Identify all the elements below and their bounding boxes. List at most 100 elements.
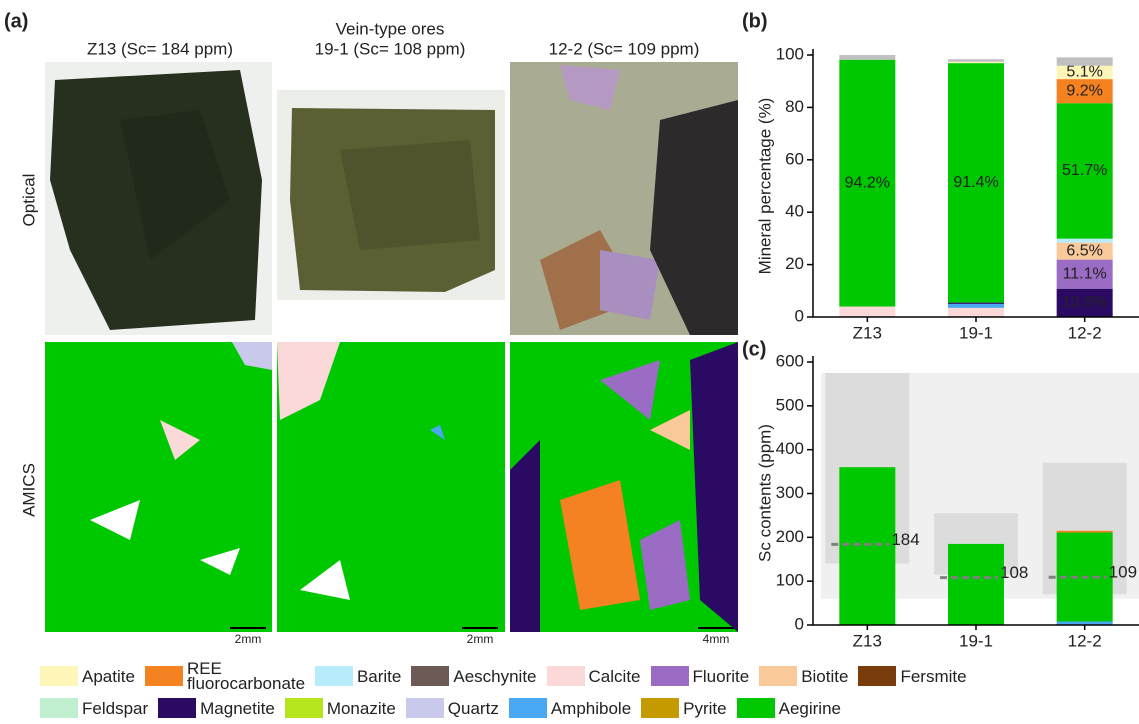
y-tick-label: 600 bbox=[776, 351, 804, 370]
legend-swatch bbox=[406, 698, 444, 718]
legend-item: Amphibole bbox=[509, 698, 631, 718]
y-tick-label: 80 bbox=[785, 97, 804, 116]
legend-label: Calcite bbox=[589, 669, 641, 684]
row-label: AMICS bbox=[19, 463, 38, 517]
x-tick-label: 19-1 bbox=[959, 631, 993, 650]
bar-segment bbox=[839, 307, 895, 317]
group-title: Vein-type ores bbox=[336, 19, 445, 38]
y-axis-label: Mineral percentage (%) bbox=[755, 98, 774, 275]
bar-segment bbox=[1057, 239, 1113, 243]
bar-segment bbox=[948, 308, 1004, 317]
figure: (a) Vein-type ores Z13 (Sc= 184 ppm) 19-… bbox=[0, 0, 1139, 720]
y-tick-label: 100 bbox=[776, 44, 804, 63]
bar-segment bbox=[948, 59, 1004, 62]
y-tick-label: 200 bbox=[776, 527, 804, 546]
legend-swatch bbox=[315, 666, 353, 686]
row-label: Optical bbox=[19, 174, 38, 227]
bar-segment bbox=[948, 544, 1004, 625]
legend-label: Aeschynite bbox=[453, 669, 536, 684]
legend-item: Biotite bbox=[759, 666, 848, 686]
legend-swatch bbox=[40, 698, 78, 718]
x-tick-label: 12-2 bbox=[1068, 323, 1102, 342]
reference-label: 108 bbox=[1000, 563, 1028, 582]
x-tick-label: 12-2 bbox=[1068, 631, 1102, 650]
bar-segment bbox=[948, 303, 1004, 304]
legend-swatch bbox=[737, 698, 775, 718]
value-label: 10.8% bbox=[1062, 294, 1107, 311]
legend-item: Aegirine bbox=[737, 698, 841, 718]
legend-label: Barite bbox=[357, 669, 401, 684]
legend-item: Fluorite bbox=[651, 666, 750, 686]
scale-bar-label: 2mm bbox=[467, 632, 494, 646]
amics-map bbox=[45, 342, 272, 632]
y-tick-label: 500 bbox=[776, 395, 804, 414]
x-tick-label: Z13 bbox=[853, 323, 882, 342]
legend-item: Barite bbox=[315, 666, 401, 686]
bar-segment bbox=[1057, 531, 1113, 533]
legend-row: Apatite REE fluorocarbonate Barite Aeschyni… bbox=[40, 660, 1130, 692]
legend-item: Quartz bbox=[406, 698, 499, 718]
legend-label: Pyrite bbox=[683, 701, 726, 716]
legend-swatch bbox=[145, 666, 183, 686]
legend-label: Monazite bbox=[327, 701, 396, 716]
legend-item: Apatite bbox=[40, 666, 135, 686]
bar-segment bbox=[839, 467, 895, 625]
y-tick-label: 0 bbox=[795, 614, 804, 633]
panel-label: (a) bbox=[4, 10, 28, 32]
legend-label: Feldspar bbox=[82, 701, 148, 716]
y-tick-label: 0 bbox=[795, 306, 804, 325]
legend-label: Apatite bbox=[82, 669, 135, 684]
sample-title: 19-1 (Sc= 108 ppm) bbox=[315, 39, 466, 58]
y-tick-label: 40 bbox=[785, 202, 804, 221]
legend-swatch bbox=[158, 698, 196, 718]
page: {"panel_a": {"label": "(a)", "group_titl… bbox=[0, 0, 1139, 720]
y-tick-label: 60 bbox=[785, 149, 804, 168]
legend-swatch bbox=[651, 666, 689, 686]
legend-label: Aegirine bbox=[779, 701, 841, 716]
reference-label: 109 bbox=[1109, 563, 1137, 582]
legend-swatch bbox=[759, 666, 797, 686]
legend-swatch bbox=[40, 666, 78, 686]
legend-label: Amphibole bbox=[551, 701, 631, 716]
panel-label: (b) bbox=[742, 10, 768, 32]
legend-item: Monazite bbox=[285, 698, 396, 718]
optical-photo bbox=[45, 62, 272, 335]
legend-label: Fluorite bbox=[693, 669, 750, 684]
legend-swatch bbox=[641, 698, 679, 718]
legend-label: REE fluorocarbonate bbox=[187, 661, 305, 691]
value-label: 51.7% bbox=[1062, 162, 1107, 179]
value-label: 91.4% bbox=[953, 174, 998, 191]
y-tick-label: 20 bbox=[785, 254, 804, 273]
scale-bar-label: 4mm bbox=[703, 632, 730, 646]
bar-segment bbox=[948, 304, 1004, 308]
amics-map bbox=[277, 342, 505, 632]
sample-title: Z13 (Sc= 184 ppm) bbox=[87, 39, 233, 58]
legend-item: Fersmite bbox=[858, 666, 966, 686]
legend-item: Magnetite bbox=[158, 698, 275, 718]
legend-item: REE fluorocarbonate bbox=[145, 661, 305, 691]
y-tick-label: 300 bbox=[776, 483, 804, 502]
optical-photo bbox=[510, 62, 738, 335]
legend: Apatite REE fluorocarbonate Barite Aeschyni… bbox=[40, 660, 1130, 724]
legend-row: Feldspar Magnetite Monazite Quartz Amphibole… bbox=[40, 692, 1130, 724]
value-label: 5.1% bbox=[1066, 64, 1102, 81]
bar-segment bbox=[948, 62, 1004, 63]
bar-segment bbox=[839, 55, 895, 60]
value-label: 94.2% bbox=[845, 174, 890, 191]
value-label: 9.2% bbox=[1066, 82, 1102, 99]
value-label: 11.1% bbox=[1063, 265, 1107, 282]
legend-swatch bbox=[547, 666, 585, 686]
legend-item: Aeschynite bbox=[411, 666, 536, 686]
legend-item: Feldspar bbox=[40, 698, 148, 718]
reference-label: 184 bbox=[891, 530, 919, 549]
sample-title: 12-2 (Sc= 109 ppm) bbox=[549, 39, 700, 58]
legend-swatch bbox=[285, 698, 323, 718]
legend-item: Calcite bbox=[547, 666, 641, 686]
value-label: 6.5% bbox=[1066, 242, 1102, 259]
x-tick-label: 19-1 bbox=[959, 323, 993, 342]
y-tick-label: 400 bbox=[776, 439, 804, 458]
legend-label: Fersmite bbox=[900, 669, 966, 684]
legend-label: Magnetite bbox=[200, 701, 275, 716]
legend-swatch bbox=[411, 666, 449, 686]
legend-swatch bbox=[858, 666, 896, 686]
